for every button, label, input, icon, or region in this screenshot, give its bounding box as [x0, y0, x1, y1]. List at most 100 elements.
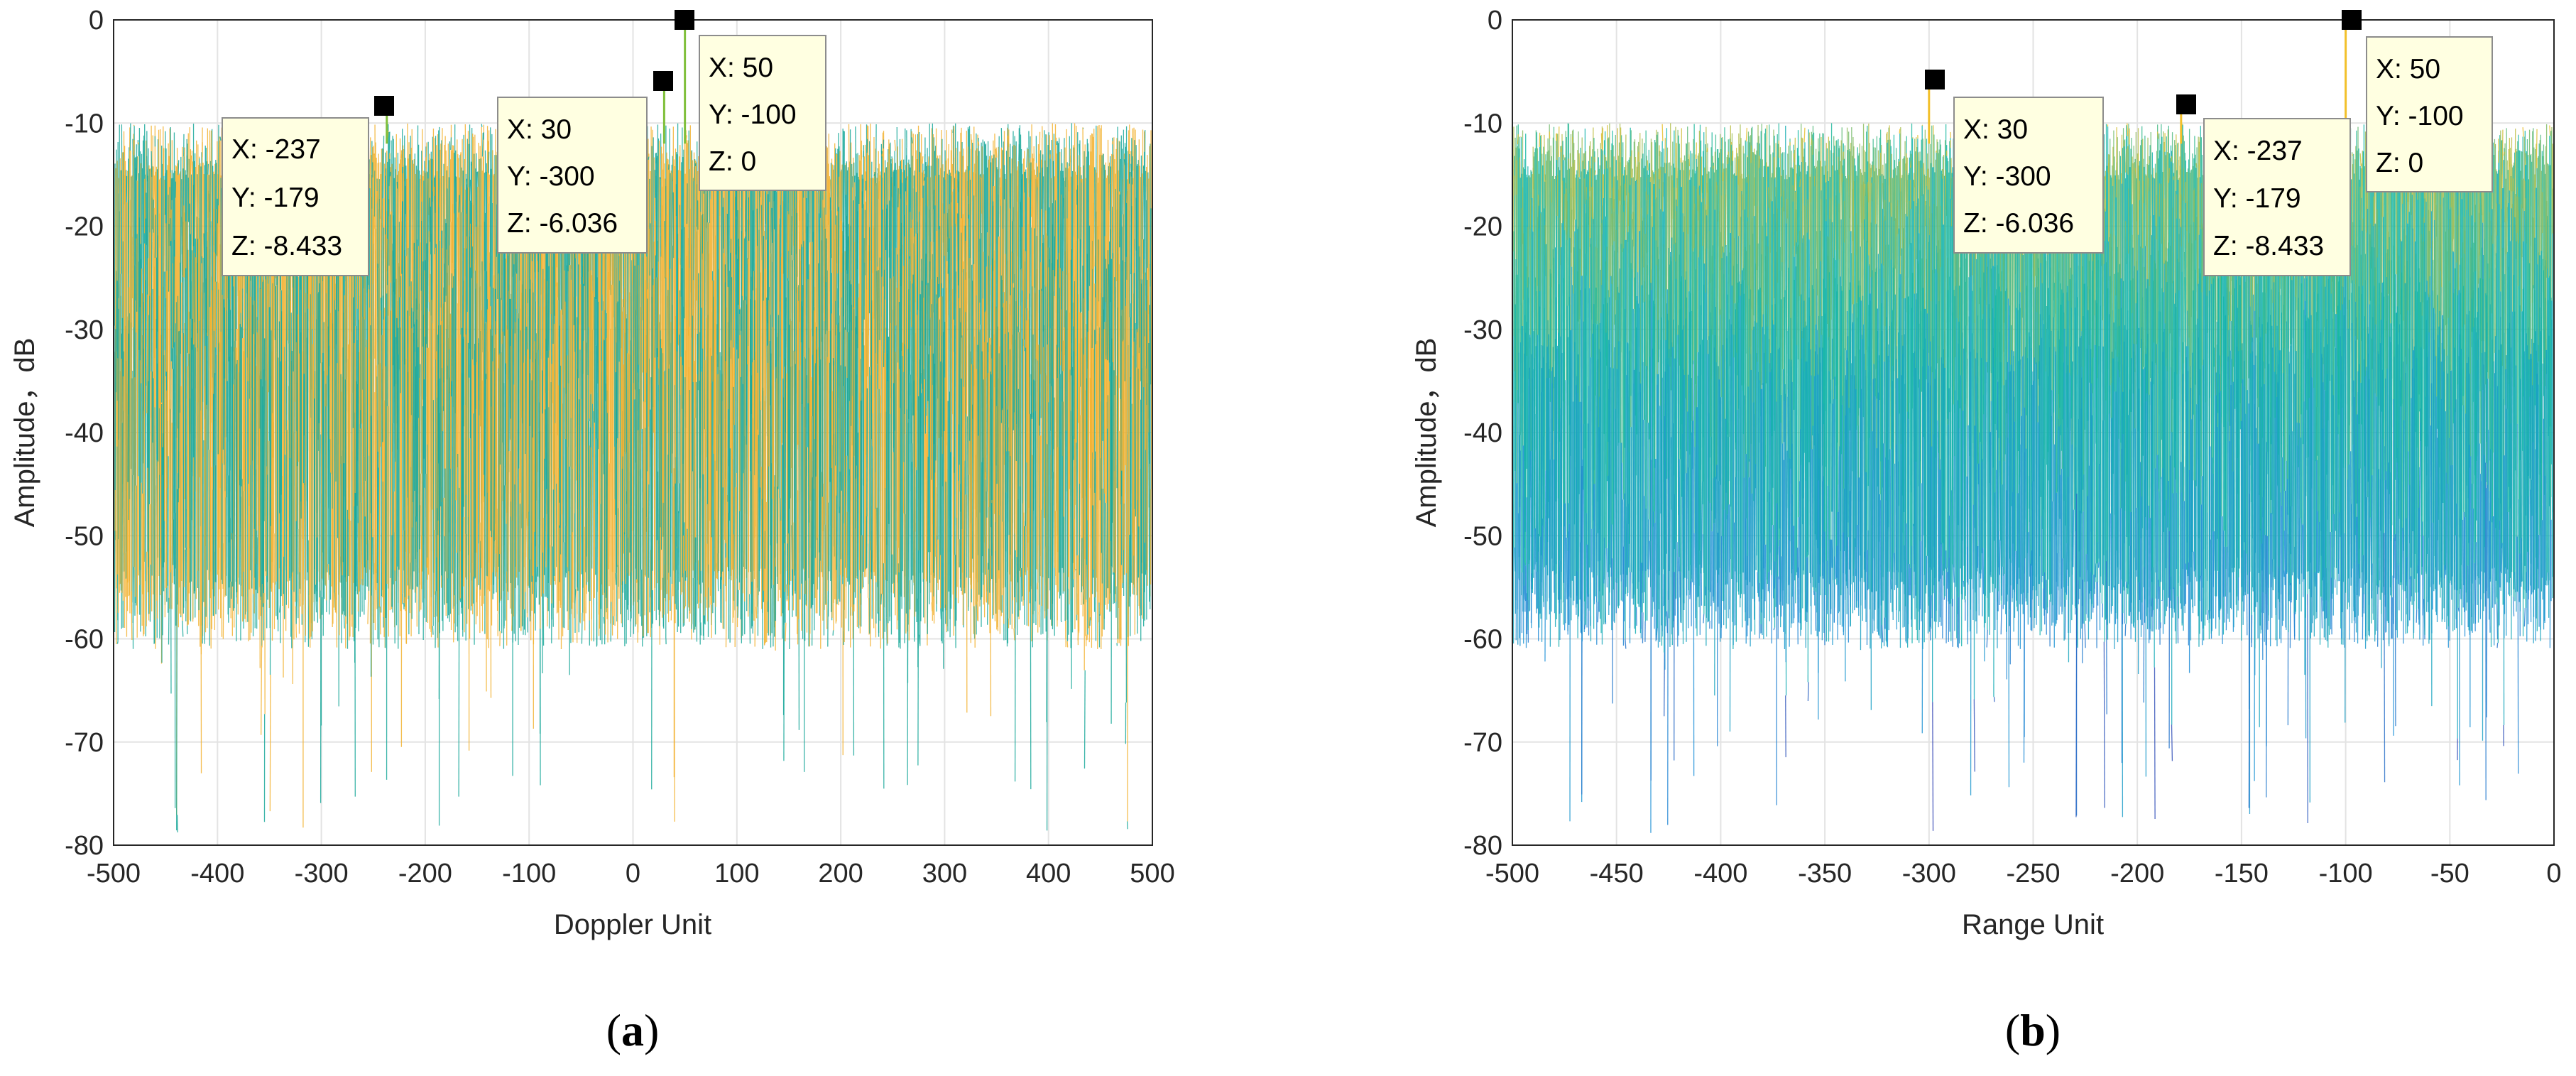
- spectrum-segment: [182, 222, 184, 276]
- spectrum-segment: [973, 606, 976, 639]
- spectrum-segment: [486, 331, 488, 640]
- y-tick-label: -30: [65, 315, 104, 345]
- spectrum-segment: [224, 437, 227, 596]
- datatip-a-2[interactable]: X: 30 Y: -300 Z: -6.036: [497, 71, 673, 254]
- x-tick-label: 0: [626, 859, 640, 888]
- spectrum-segment: [1578, 153, 1581, 178]
- spectrum-segment: [1000, 128, 1003, 148]
- spectrum-segment: [183, 323, 185, 587]
- spectrum-segment: [545, 489, 547, 567]
- spectrum-segment: [1637, 151, 1639, 162]
- spectrum-segment: [697, 273, 699, 391]
- spectrum-segment: [129, 127, 131, 200]
- spectrum-segment: [1020, 149, 1022, 568]
- spectrum-segment: [802, 285, 804, 405]
- panel-label-a: (a): [606, 1005, 660, 1055]
- spectrum-segment: [1079, 312, 1081, 484]
- spectrum-segment: [1030, 162, 1032, 228]
- spectrum-segment: [1556, 348, 1558, 565]
- spectrum-segment: [660, 146, 662, 339]
- datatip-z: Z: 0: [709, 146, 756, 177]
- spectrum-segment: [1089, 617, 1091, 626]
- datatip-a-1[interactable]: X: -237 Y: -179 Z: -8.433: [222, 96, 394, 276]
- spectrum-segment: [1020, 179, 1022, 210]
- spectrum-segment: [749, 594, 751, 644]
- spectrum-segment: [1014, 550, 1016, 782]
- spectrum-segment: [298, 276, 300, 634]
- spectrum-segment: [1586, 174, 1588, 513]
- spectrum-segment: [303, 262, 305, 374]
- spectrum-segment: [383, 400, 386, 637]
- spectrum-segment: [1654, 523, 1656, 629]
- spectrum-segment: [863, 151, 865, 158]
- spectrum-segment: [952, 129, 954, 134]
- spectrum-segment: [1591, 187, 1593, 217]
- spectrum-segment: [280, 361, 282, 643]
- spectrum-trace-a: [114, 20, 1152, 832]
- spectrum-segment: [432, 626, 434, 635]
- spectrum-segment: [1534, 528, 1536, 594]
- spectrum-segment: [1571, 210, 1573, 253]
- spectrum-segment: [886, 353, 888, 545]
- spectrum-segment: [702, 218, 704, 300]
- spectrum-segment: [731, 363, 733, 570]
- spectrum-segment: [395, 134, 397, 337]
- y-tick-labels-a: 0 -10 -20 -30 -40 -50 -60 -70 -80: [65, 6, 104, 861]
- spectrum-segment: [1037, 177, 1039, 188]
- spectrum-segment: [1608, 123, 1610, 298]
- spectrum-segment: [725, 564, 728, 648]
- spectrum-segment: [690, 533, 692, 640]
- spectrum-segment: [678, 335, 680, 513]
- spectrum-segment: [787, 533, 790, 611]
- spectrum-segment: [998, 136, 1000, 237]
- spectrum-segment: [685, 135, 687, 141]
- spectrum-segment: [885, 327, 887, 489]
- spectrum-segment: [1013, 628, 1015, 641]
- spectrum-segment: [509, 451, 511, 609]
- spectrum-segment: [1650, 138, 1652, 283]
- spectrum-segment: [466, 188, 469, 237]
- spectrum-segment: [247, 273, 249, 381]
- spectrum-segment: [454, 183, 457, 633]
- spectrum-segment: [1539, 132, 1541, 148]
- spectrum-segment: [1620, 244, 1622, 353]
- spectrum-segment: [706, 241, 708, 357]
- spectrum-segment: [827, 330, 829, 499]
- spectrum-segment: [451, 381, 453, 574]
- spectrum-segment: [746, 304, 748, 445]
- spectrum-segment: [665, 214, 667, 278]
- spectrum-segment: [1057, 347, 1059, 553]
- spectrum-segment: [401, 201, 403, 274]
- spectrum-segment: [886, 617, 888, 646]
- spectrum-segment: [371, 528, 373, 596]
- spectrum-segment: [280, 311, 283, 495]
- spectrum-segment: [682, 306, 684, 464]
- spectrum-segment: [496, 204, 498, 257]
- spectrum-segment: [1128, 534, 1130, 607]
- spectrum-segment: [1574, 178, 1576, 220]
- spectrum-segment: [897, 254, 899, 363]
- spectrum-segment: [133, 124, 135, 126]
- spectrum-segment: [366, 560, 368, 573]
- spectrum-segment: [908, 580, 910, 641]
- spectrum-segment: [924, 254, 927, 346]
- spectrum-segment: [139, 570, 141, 585]
- spectrum-segment: [834, 224, 836, 301]
- spectrum-segment: [878, 388, 880, 634]
- spectrum-segment: [469, 179, 471, 201]
- spectrum-segment: [905, 165, 907, 435]
- datatip-x: X: 30: [507, 114, 572, 145]
- spectrum-segment: [1050, 455, 1052, 626]
- spectrum-segment: [195, 257, 197, 348]
- x-axis-label-a: Doppler Unit: [554, 909, 711, 940]
- spectrum-segment: [195, 166, 197, 239]
- spectrum-segment: [677, 511, 680, 590]
- spectrum-segment: [222, 295, 224, 464]
- spectrum-segment: [378, 363, 381, 565]
- spectrum-segment: [777, 332, 779, 487]
- spectrum-segment: [1520, 136, 1522, 138]
- spectrum-segment: [591, 275, 593, 393]
- spectrum-segment: [1035, 178, 1037, 602]
- spectrum-segment: [866, 138, 868, 153]
